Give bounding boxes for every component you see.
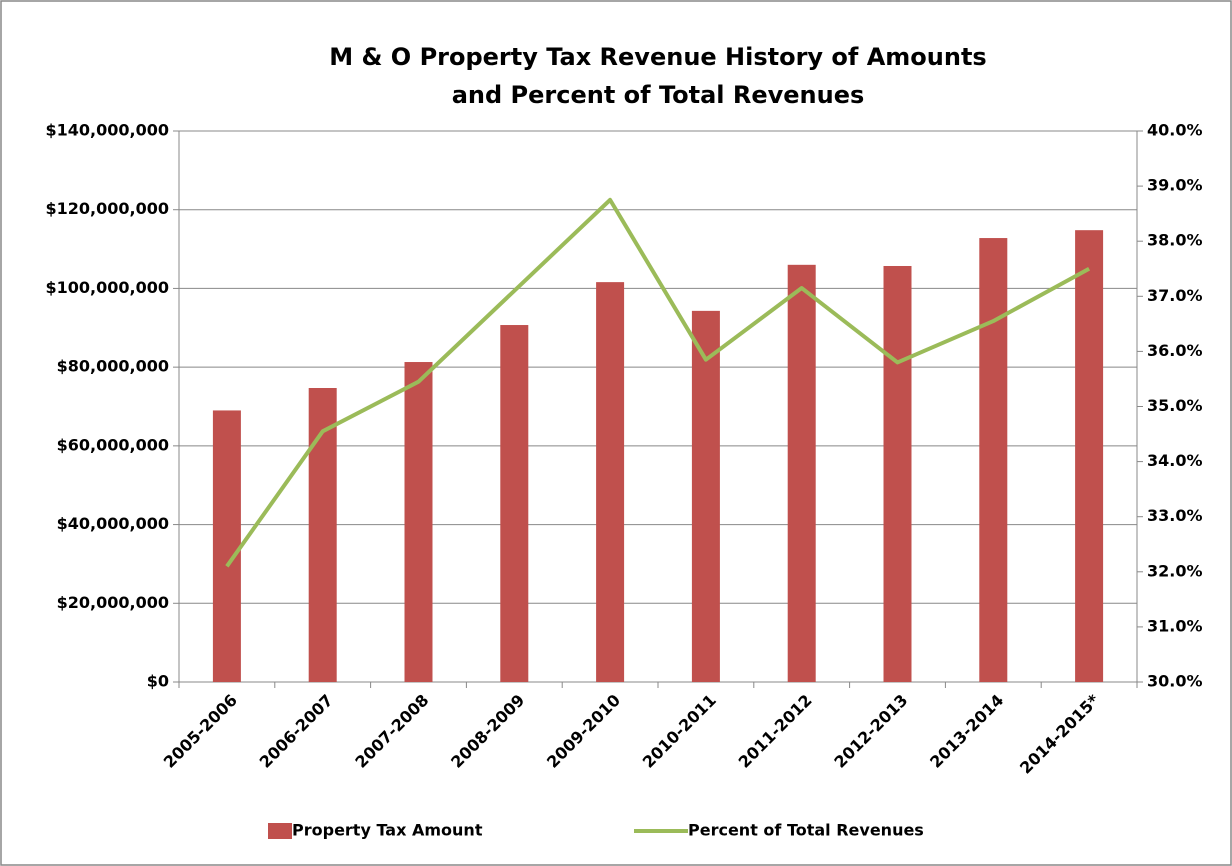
y-tick-label: $60,000,000: [57, 435, 169, 454]
y-tick-label: $40,000,000: [57, 514, 169, 533]
y2-tick-label: 40.0%: [1147, 121, 1203, 140]
y2-tick-label: 34.0%: [1147, 451, 1203, 470]
chart-title: M & O Property Tax Revenue History of Am…: [329, 43, 986, 71]
y-tick-label: $80,000,000: [57, 357, 169, 376]
y2-tick-label: 37.0%: [1147, 286, 1203, 305]
y-tick-label: $120,000,000: [46, 199, 169, 218]
y-tick-label: $20,000,000: [57, 593, 169, 612]
bar: [308, 388, 337, 682]
bar: [883, 265, 912, 682]
chart-title: and Percent of Total Revenues: [452, 81, 865, 109]
legend-label: Property Tax Amount: [292, 821, 483, 840]
legend-swatch: [268, 823, 292, 839]
y2-tick-label: 32.0%: [1147, 561, 1203, 580]
y2-tick-label: 39.0%: [1147, 176, 1203, 195]
bar: [404, 362, 433, 682]
bar: [212, 410, 241, 682]
bar: [596, 282, 625, 682]
bar: [500, 325, 529, 682]
y2-tick-label: 38.0%: [1147, 231, 1203, 250]
legend-label: Percent of Total Revenues: [688, 821, 924, 840]
bar: [787, 264, 816, 682]
y2-tick-label: 30.0%: [1147, 672, 1203, 691]
bar: [691, 310, 720, 682]
y2-tick-label: 31.0%: [1147, 616, 1203, 635]
line: [225, 197, 1091, 568]
y-tick-label: $100,000,000: [46, 278, 169, 297]
bar: [1075, 230, 1104, 682]
bar: [979, 238, 1008, 682]
y2-tick-label: 33.0%: [1147, 506, 1203, 525]
y-tick-label: $0: [147, 672, 169, 691]
y-tick-label: $140,000,000: [46, 121, 169, 140]
y2-tick-label: 35.0%: [1147, 396, 1203, 415]
y2-tick-label: 36.0%: [1147, 341, 1203, 360]
